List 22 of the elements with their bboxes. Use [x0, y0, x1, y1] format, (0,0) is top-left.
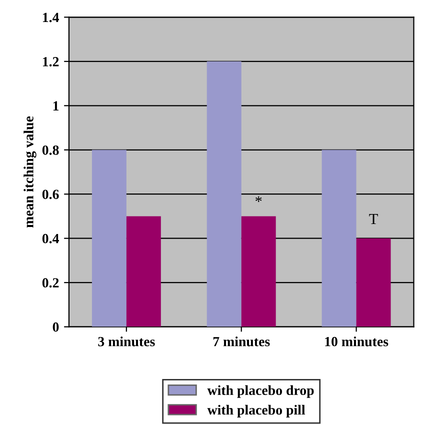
y-tick-label: 0.4 [42, 234, 59, 244]
bar [92, 150, 126, 327]
y-tick-label: 0.6 [42, 190, 59, 200]
bar [322, 150, 356, 327]
annotation: * [256, 196, 262, 202]
legend-label: with placebo drop [207, 385, 314, 398]
legend-label: with placebo pill [207, 404, 306, 418]
y-tick-label: 1.2 [42, 57, 59, 66]
bar [241, 216, 276, 327]
y-tick-label: 0.2 [42, 278, 59, 288]
y-tick-label: 0.8 [42, 145, 59, 155]
x-tick-label: 7 minutes [213, 336, 270, 346]
annotation: T [369, 214, 378, 224]
y-tick-label: 1.4 [42, 12, 59, 22]
x-tick-label: 3 minutes [98, 336, 155, 346]
y-axis-title: mean itching value [24, 116, 36, 228]
y-tick-label: 0 [52, 322, 59, 332]
bar [356, 238, 391, 327]
y-tick-label: 1 [53, 101, 59, 110]
x-tick-label: 10 minutes [325, 336, 388, 346]
bar [206, 61, 242, 327]
bar [126, 216, 161, 327]
